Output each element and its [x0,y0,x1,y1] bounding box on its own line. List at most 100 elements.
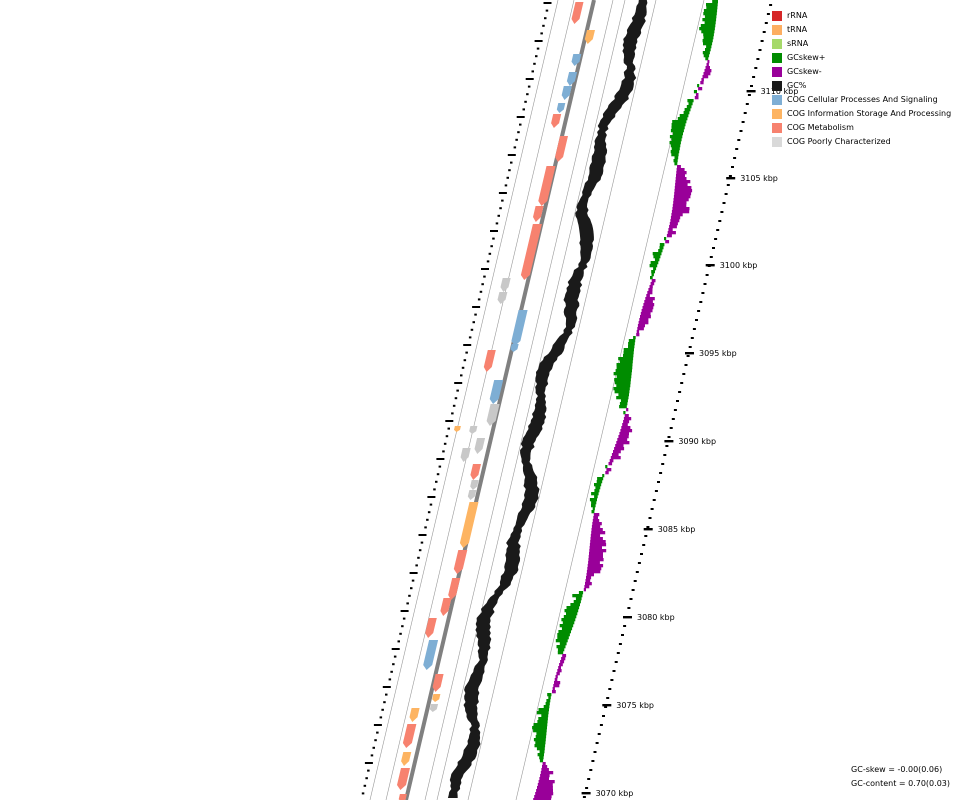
gc-skew-positive [605,465,608,469]
gc-skew-positive [693,90,697,94]
minor-tick [676,400,679,402]
gc-percent-track [447,0,648,798]
inner-minor-tick [522,108,525,111]
guide-line [467,0,657,800]
gc-skew-negative [590,537,603,541]
inner-minor-tick [392,663,395,666]
gc-skew-positive [562,621,575,625]
major-tick [685,352,694,355]
gc-skew-positive [686,105,692,109]
gc-skew-positive [705,48,711,52]
legend-label: COG Information Storage And Processing [787,109,952,118]
gc-skew-positive [704,21,716,25]
minor-tick [640,553,643,555]
gc-skew-positive [669,141,681,145]
tick-label: 3095 kbp [699,349,737,358]
gc-skew-positive [589,498,597,502]
minor-tick [682,373,686,375]
minor-tick [669,427,673,429]
inner-minor-tick [401,625,404,628]
gc-skew-negative [536,789,553,793]
cds-feature [470,480,479,490]
guide-line [385,0,575,800]
inner-minor-tick [443,442,447,445]
minor-tick [754,67,758,69]
gc-skew-negative [665,240,670,244]
inner-major-tick [481,268,489,270]
inner-minor-tick [535,55,538,58]
gc-skew-negative [535,792,554,796]
minor-tick [661,463,665,465]
gc-skew-positive [684,108,691,112]
minor-tick [608,688,612,690]
gc-skew-positive [564,609,579,613]
gc-skew-positive [671,126,685,130]
cds-feature [511,310,528,346]
inner-major-tick [436,458,445,460]
gc-skew-negative [587,564,604,568]
cds-feature [556,103,566,113]
cds-feature [561,86,572,100]
cds-feature [566,72,578,86]
minor-tick [720,211,724,213]
gc-skew-positive [705,57,709,61]
gc-skew-negative [585,582,592,586]
gc-skew-negative [554,678,558,682]
minor-tick [606,697,610,699]
minor-tick [686,355,690,357]
minor-tick [750,85,753,87]
legend-swatch [772,81,782,91]
gc-skew-positive [535,735,547,739]
gc-skew-negative [562,654,567,658]
gc-skew-positive [650,261,659,265]
minor-tick [591,760,595,762]
gc-skew-positive [651,270,655,274]
minor-tick [733,157,737,159]
minor-tick [652,499,656,501]
gc-skew-positive [559,624,574,628]
gc-skew-positive [616,375,632,379]
gc-skew-negative [591,525,601,529]
minor-tick [712,247,715,249]
minor-tick [648,517,652,519]
gc-skew-positive [700,24,716,28]
gc-skew-positive [557,651,564,655]
inner-minor-tick [410,587,413,590]
inner-minor-tick [415,564,418,567]
inner-minor-tick [492,237,495,240]
gc-skew-positive [619,405,627,409]
gc-skew-positive [591,510,595,514]
gc-skew-negative [646,294,650,298]
inner-minor-tick [474,313,477,316]
inner-minor-tick [451,412,454,415]
gc-skew-negative [675,180,691,184]
gc-skew-positive [649,264,658,268]
gc-skew-negative [591,531,606,535]
gc-skew-positive [537,753,544,757]
gc-skew-negative [610,456,621,460]
minor-tick [629,598,633,600]
legend-swatch [772,53,782,63]
gc-skew-positive [670,144,681,148]
gc-skew-positive [614,378,631,382]
minor-tick [635,571,639,573]
gc-skew-positive [702,39,713,43]
cds-feature [397,768,410,790]
cds-feature [500,278,511,292]
tick-label: 3105 kbp [740,174,778,183]
legend-swatch [772,67,782,77]
gc-skew-positive [591,504,596,508]
inner-minor-tick [452,404,456,407]
inner-minor-tick [460,374,463,377]
inner-minor-tick [429,503,433,506]
gc-skew-negative [609,459,614,463]
gc-skew-positive [557,636,569,640]
gc-skew-negative [706,63,709,67]
cds-feature [401,752,412,766]
gc-skew-negative [613,450,621,454]
gc-skew-positive [703,54,710,58]
minor-tick [646,526,650,528]
inner-minor-tick [399,632,402,635]
gc-skew-negative [540,771,554,775]
guide-line [424,0,614,800]
